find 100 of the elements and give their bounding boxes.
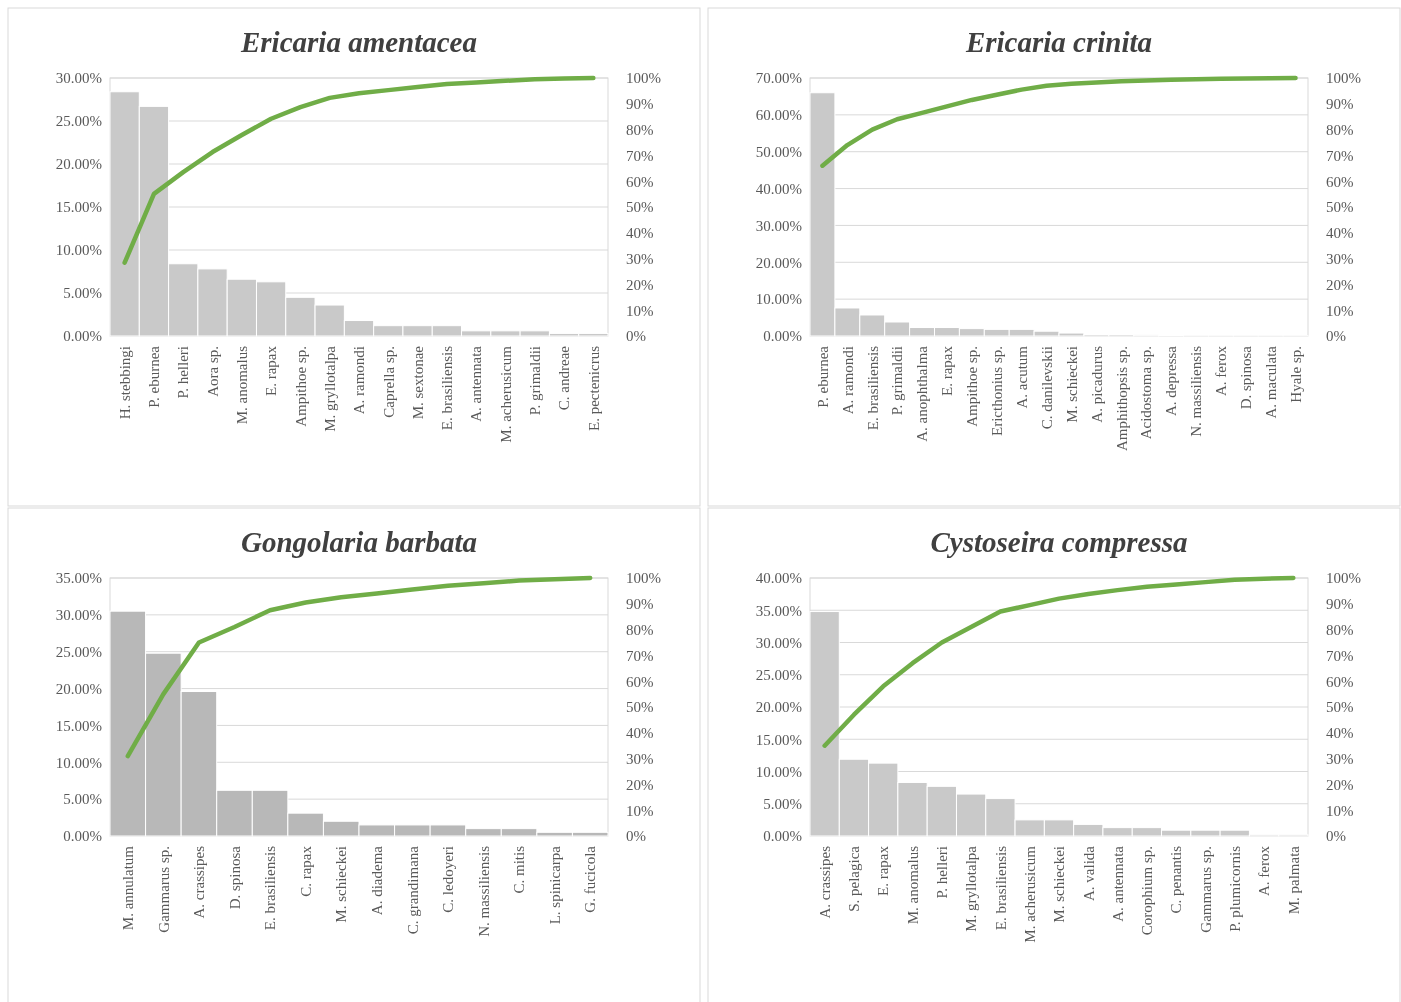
- x-tick-label: M. schieckei: [333, 846, 350, 923]
- y-tick-label: 5.00%: [63, 791, 102, 808]
- x-tick-label: P. helleri: [175, 346, 192, 399]
- y2-tick-label: 60%: [1326, 173, 1354, 190]
- y-tick-label: 25.00%: [55, 644, 102, 661]
- x-tick-label: Hyale sp.: [1287, 346, 1304, 403]
- y-tick-label: 50.00%: [755, 144, 802, 161]
- chart-title: Ericaria amentacea: [239, 26, 478, 58]
- x-tick-label: E. brasiliensis: [992, 845, 1009, 931]
- x-tick-label: N. massiliensis: [475, 845, 492, 937]
- y-tick-label: 40.00%: [755, 570, 802, 587]
- y2-tick-label: 40%: [626, 225, 654, 242]
- y2-tick-label: 70%: [626, 147, 654, 164]
- y2-tick-label: 90%: [1326, 96, 1354, 113]
- y-tick-label: 30.00%: [755, 217, 802, 234]
- x-tick-label: G. fucicola: [582, 845, 599, 913]
- y2-tick-label: 50%: [1326, 199, 1354, 216]
- x-tick-label: E. pectenicrus: [585, 345, 602, 431]
- y2-tick-label: 50%: [626, 699, 654, 716]
- x-tick-label: Gammarus sp.: [155, 846, 172, 933]
- x-tick-label: Aora sp.: [204, 346, 221, 397]
- x-tick-label: Gammarus sp.: [1197, 846, 1214, 933]
- x-tick-label: C. danilevskii: [1038, 346, 1055, 430]
- x-tick-label: E. rapax: [263, 345, 280, 396]
- y2-tick-label: 30%: [626, 250, 654, 267]
- x-tick-label: A. crassipes: [816, 845, 833, 919]
- x-tick-label: A. maculata: [1262, 345, 1279, 419]
- x-tick-label: C. grandimana: [404, 845, 421, 935]
- y2-tick-label: 20%: [1326, 276, 1354, 293]
- x-tick-label: M. annulatum: [120, 845, 137, 931]
- y2-tick-label: 70%: [1326, 147, 1354, 164]
- x-tick-label: Ericthonius sp.: [989, 346, 1005, 436]
- y2-tick-label: 20%: [626, 776, 654, 793]
- x-tick-label: E. brasiliensis: [864, 345, 881, 431]
- x-tick-label: S. pelagica: [846, 845, 863, 912]
- y2-tick-label: 10%: [626, 802, 654, 819]
- y-tick-label: 15.00%: [755, 731, 802, 748]
- y2-tick-label: 30%: [1326, 750, 1354, 767]
- y2-tick-label: 70%: [626, 647, 654, 664]
- y-tick-label: 15.00%: [55, 199, 102, 216]
- line-series: [820, 75, 1298, 168]
- y-tick-label: 10.00%: [55, 242, 102, 259]
- x-tick-label: C. penantis: [1168, 845, 1185, 914]
- y-tick-label: 20.00%: [55, 680, 102, 697]
- x-tick-label: A. antennata: [468, 345, 485, 422]
- x-tick-label: M. sextonae: [409, 345, 426, 420]
- x-tick-label: Corophium sp.: [1139, 846, 1156, 936]
- x-tick-label: Ampithoe sp.: [964, 346, 981, 427]
- x-tick-label: A. ferox: [1213, 345, 1230, 396]
- y-tick-label: 25.00%: [55, 113, 102, 130]
- x-tick-label: M. schieckei: [1063, 346, 1080, 423]
- x-tick-label: A. antennata: [1109, 845, 1126, 922]
- x-tick-label: A. acutum: [1013, 345, 1030, 409]
- y2-tick-label: 40%: [1326, 225, 1354, 242]
- y2-tick-label: 60%: [1326, 673, 1354, 690]
- y2-tick-label: 20%: [626, 276, 654, 293]
- x-tick-label: C. rapax: [297, 845, 314, 897]
- y-tick-label: 0.00%: [763, 828, 802, 845]
- x-tick-label: P. plumicornis: [1227, 845, 1244, 932]
- chart-title: Cystoseira compressa: [930, 526, 1188, 558]
- y2-tick-label: 60%: [626, 673, 654, 690]
- y2-tick-label: 50%: [1326, 699, 1354, 716]
- y-tick-label: 0.00%: [763, 328, 802, 345]
- y2-tick-label: 80%: [626, 621, 654, 638]
- x-tick-label: D. spinosa: [226, 845, 243, 910]
- x-tick-label: C. andreae: [556, 345, 573, 411]
- y2-tick-label: 90%: [626, 596, 654, 613]
- x-tick-label: Amphithopsis sp.: [1113, 346, 1130, 452]
- y-tick-label: 10.00%: [755, 763, 802, 780]
- x-tick-label: P. eburnea: [814, 345, 831, 408]
- y2-tick-label: 80%: [1326, 621, 1354, 638]
- x-tick-label: E. rapax: [939, 345, 956, 396]
- y-tick-label: 20.00%: [755, 699, 802, 716]
- y-tick-label: 15.00%: [55, 717, 102, 734]
- x-tick-label: A. diadema: [369, 845, 386, 916]
- x-tick-label: H. stebbingi: [116, 346, 133, 420]
- x-tick-label: A. depressa: [1163, 345, 1180, 416]
- y2-tick-label: 10%: [1326, 302, 1354, 319]
- x-tick-label: A. anophthalma: [914, 345, 931, 442]
- y2-tick-label: 0%: [1326, 828, 1346, 845]
- y-tick-label: 40.00%: [755, 180, 802, 197]
- x-tick-label: M. acherusicum: [1021, 845, 1038, 943]
- x-tick-label: A. ramondi: [839, 346, 856, 415]
- x-tick-label: N. massiliensis: [1188, 345, 1205, 437]
- y-tick-label: 60.00%: [755, 107, 802, 124]
- y2-tick-label: 30%: [1326, 250, 1354, 267]
- y2-tick-label: 80%: [1326, 121, 1354, 138]
- y-tick-label: 10.00%: [55, 754, 102, 771]
- y2-tick-label: 70%: [1326, 647, 1354, 664]
- x-tick-label: A. picadurus: [1088, 345, 1105, 423]
- y-tick-label: 0.00%: [63, 328, 102, 345]
- y-tick-label: 35.00%: [55, 570, 102, 587]
- x-tick-label: M. anomalus: [234, 345, 251, 425]
- x-tick-label: Ampithoe sp.: [292, 346, 309, 427]
- y2-tick-label: 100%: [1326, 570, 1361, 587]
- y2-tick-label: 100%: [626, 70, 661, 87]
- x-tick-label: D. spinosa: [1238, 345, 1254, 410]
- x-tick-label: C. ledoyeri: [440, 846, 457, 913]
- x-tick-label: A. valida: [1080, 845, 1097, 901]
- x-tick-label: E. rapax: [875, 845, 892, 896]
